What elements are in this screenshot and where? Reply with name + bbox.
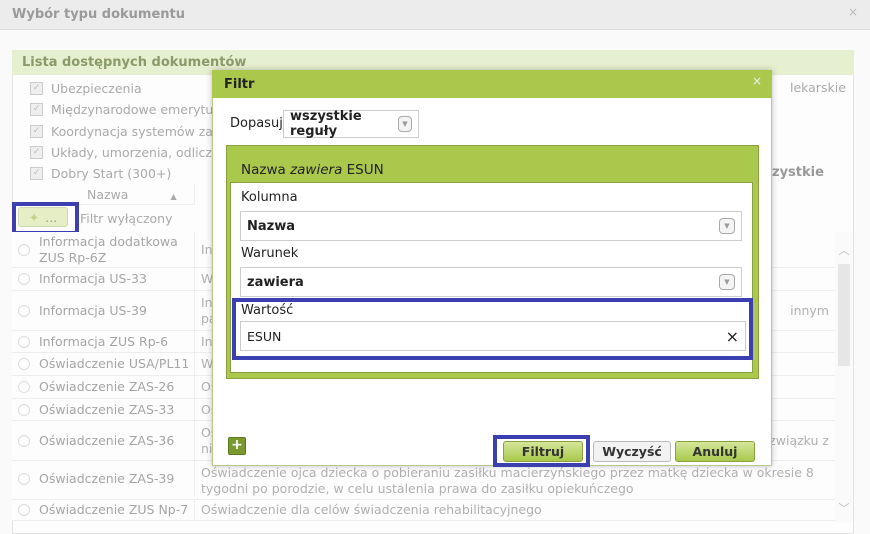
row-name: Oświadczenie ZAS-36 (35, 421, 195, 460)
scroll-up-icon[interactable]: ︿ (838, 244, 850, 257)
outer-dialog-title: Wybór typu dokumentu (0, 0, 870, 30)
category-checkbox[interactable]: ✓ Koordynacja systemów zabe (30, 121, 229, 141)
check-icon: ✓ (30, 81, 43, 95)
condition-label: Warunek (241, 246, 299, 261)
sort-asc-icon: ▲ (170, 192, 177, 201)
row-name: Oświadczenie ZAS-33 (35, 399, 195, 420)
match-value: wszystkie reguły (290, 109, 362, 139)
row-desc: In (201, 333, 213, 349)
radio-icon[interactable] (17, 358, 30, 370)
value-label: Wartość (241, 303, 294, 318)
filter-button-highlight (493, 435, 590, 467)
filter-button-label: ... (45, 209, 58, 225)
filter-dialog-title: Filtr (212, 70, 772, 98)
clear-filter-button[interactable]: Wyczyść (593, 441, 671, 462)
row-desc-fragment: innym (790, 302, 829, 318)
radio-icon[interactable] (17, 335, 30, 348)
apply-filter-button[interactable]: Filtruj (503, 441, 583, 462)
condition-select[interactable]: zawiera ▼ (240, 267, 742, 297)
row-desc: Oświadczenie ojca dziecka o pobieraniu z… (201, 465, 814, 496)
category-checkbox[interactable]: ✓ Układy, umorzenia, odliczen (30, 142, 228, 162)
rule-summary: Nazwa zawiera ESUN (241, 162, 384, 178)
radio-icon[interactable] (17, 403, 30, 416)
column-label: Kolumna (241, 190, 298, 205)
radio-icon[interactable] (17, 243, 30, 256)
row-name: Informacja dodatkowa ZUS Rp-6Z (35, 232, 195, 267)
category-label: Koordynacja systemów zabe (51, 123, 229, 139)
row-desc-fragment: związku z (769, 432, 829, 448)
outer-close-icon[interactable]: × (847, 5, 858, 19)
table-row[interactable]: Oświadczenie ZAS-39 Oświadczenie ojca dzi… (12, 461, 835, 500)
category-label: Dobry Start (300+) (51, 165, 172, 181)
filter-open-button[interactable]: ✦... (18, 207, 68, 227)
check-icon: ✓ (30, 145, 43, 159)
column-select[interactable]: Nazwa ▼ (240, 211, 742, 241)
scroll-down-icon[interactable]: ﹀ (838, 502, 850, 515)
rule-operator: zawiera (290, 162, 343, 178)
column-header-label: Nazwa (87, 187, 129, 202)
row-desc: Oświadczenie dla celów świadczenia rehab… (201, 502, 542, 517)
category-checkbox[interactable]: ✓ Międzynarodowe emerytury, (30, 99, 230, 119)
row-name: Informacja ZUS Rp-6 (35, 331, 195, 352)
rule-column: Nazwa (241, 162, 286, 178)
row-name: Informacja US-39 (35, 291, 195, 330)
chevron-down-icon: ▼ (719, 274, 735, 290)
radio-icon[interactable] (17, 473, 30, 485)
value-highlight (232, 298, 753, 360)
filter-close-icon[interactable]: × (752, 74, 763, 88)
category-checkbox[interactable]: ✓ Ubezpieczenia (30, 78, 142, 98)
category-label: Układy, umorzenia, odliczen (51, 144, 228, 160)
check-icon: ✓ (30, 124, 43, 138)
table-row[interactable]: Oświadczenie ZUS Np-7 Oświadczenie dla ce… (12, 500, 835, 521)
row-desc: W (201, 356, 214, 371)
row-desc: In (201, 241, 213, 257)
chevron-down-icon: ▼ (719, 218, 735, 234)
value-input[interactable]: ESUN × (240, 321, 746, 351)
row-name: Oświadczenie ZAS-39 (35, 461, 195, 497)
category-checkbox[interactable]: ✓ Dobry Start (300+) (30, 163, 171, 183)
radio-icon[interactable] (17, 504, 30, 516)
scrollbar[interactable]: ︿ ﹀ (835, 232, 853, 522)
check-icon: ✓ (30, 166, 43, 180)
match-label: Dopasuj (230, 116, 283, 131)
cancel-button[interactable]: Anuluj (675, 441, 755, 462)
column-header-name[interactable]: Nazwa ▲ (35, 184, 195, 205)
rule-value: ESUN (346, 162, 384, 178)
radio-icon[interactable] (17, 273, 30, 285)
clear-value-icon[interactable]: × (725, 326, 739, 346)
category-label: Ubezpieczenia (51, 80, 142, 96)
filter-wand-icon: ✦ (28, 209, 40, 225)
category-label: Międzynarodowe emerytury, (51, 101, 230, 117)
row-desc: W (201, 271, 214, 286)
add-rule-button[interactable]: + (228, 437, 246, 455)
condition-value: zawiera (247, 274, 304, 290)
value-text: ESUN (247, 328, 282, 344)
radio-icon[interactable] (17, 304, 30, 317)
category-fragment: lekarskie (790, 80, 846, 95)
radio-icon[interactable] (17, 381, 30, 393)
match-select[interactable]: wszystkie reguły ▼ (283, 109, 419, 139)
scrollbar-thumb[interactable] (838, 264, 850, 366)
check-icon: ✓ (30, 102, 43, 116)
radio-icon[interactable] (17, 434, 30, 447)
chevron-down-icon: ▼ (397, 116, 412, 132)
column-value: Nazwa (247, 218, 296, 234)
filter-status: Filtr wyłączony (80, 211, 173, 226)
row-name: Informacja US-33 (35, 268, 195, 290)
select-all-fragment[interactable]: zystkie (772, 165, 824, 180)
row-name: Oświadczenie USA/PL11 (35, 353, 195, 375)
row-name: Oświadczenie ZUS Np-7 (35, 500, 195, 520)
row-name: Oświadczenie ZAS-26 (35, 376, 195, 398)
